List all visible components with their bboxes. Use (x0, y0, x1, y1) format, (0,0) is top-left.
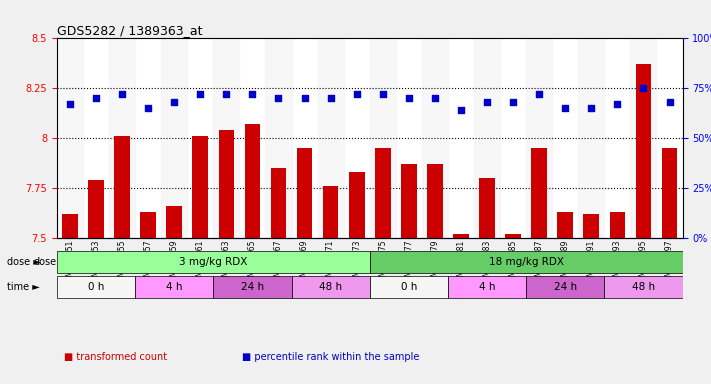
Bar (448, 276, 526, 298)
Bar (114, 136, 130, 238)
Bar (422, 38, 448, 238)
Point (403, 95, 415, 101)
Bar (88, 180, 104, 238)
Bar (375, 148, 390, 238)
Bar (427, 164, 443, 238)
Point (299, 95, 310, 101)
Point (351, 91, 363, 98)
Bar (584, 214, 599, 238)
Bar (109, 38, 135, 238)
Bar (370, 38, 396, 238)
Text: 4 h: 4 h (166, 282, 183, 292)
Bar (213, 38, 240, 238)
Text: 0 h: 0 h (400, 282, 417, 292)
Bar (526, 276, 604, 298)
Point (195, 91, 206, 98)
Bar (218, 130, 234, 238)
Bar (166, 206, 182, 238)
Text: ■ percentile rank within the sample: ■ percentile rank within the sample (242, 352, 419, 362)
Text: GDS5282 / 1389363_at: GDS5282 / 1389363_at (57, 24, 203, 37)
Bar (265, 38, 292, 238)
Bar (662, 148, 678, 238)
Bar (140, 212, 156, 238)
Bar (370, 251, 683, 273)
Point (664, 99, 675, 105)
Point (455, 107, 466, 113)
Text: 24 h: 24 h (554, 282, 577, 292)
Text: dose ►: dose ► (7, 257, 41, 267)
Point (377, 91, 388, 98)
Bar (245, 124, 260, 238)
Point (247, 91, 258, 98)
Bar (604, 276, 683, 298)
Point (64, 101, 75, 108)
Bar (135, 276, 213, 298)
Text: 48 h: 48 h (319, 282, 342, 292)
Bar (474, 38, 500, 238)
Bar (57, 276, 135, 298)
Bar (370, 276, 448, 298)
Bar (213, 276, 292, 298)
Point (142, 105, 154, 111)
Point (273, 95, 284, 101)
Bar (506, 234, 521, 238)
Text: dose: dose (33, 257, 57, 267)
Text: 0 h: 0 h (87, 282, 105, 292)
Text: 4 h: 4 h (479, 282, 496, 292)
Point (169, 99, 180, 105)
Bar (62, 214, 77, 238)
Text: 24 h: 24 h (241, 282, 264, 292)
Text: 18 mg/kg RDX: 18 mg/kg RDX (488, 257, 564, 267)
Point (533, 91, 545, 98)
Bar (296, 148, 312, 238)
Bar (479, 178, 495, 238)
Bar (193, 136, 208, 238)
Bar (292, 276, 370, 298)
Bar (531, 148, 547, 238)
Bar (631, 38, 656, 238)
Point (481, 99, 493, 105)
Bar (323, 186, 338, 238)
Point (325, 95, 336, 101)
Bar (318, 38, 343, 238)
Bar (57, 251, 370, 273)
Bar (526, 38, 552, 238)
Bar (349, 172, 365, 238)
Bar (401, 164, 417, 238)
Point (586, 105, 597, 111)
Bar (557, 212, 573, 238)
Bar (161, 38, 187, 238)
Text: 48 h: 48 h (632, 282, 655, 292)
Bar (578, 38, 604, 238)
Bar (636, 65, 651, 238)
Bar (609, 212, 625, 238)
Point (560, 105, 571, 111)
Point (638, 85, 649, 91)
Text: time ►: time ► (7, 282, 40, 292)
Point (117, 91, 128, 98)
Bar (271, 168, 287, 238)
Point (611, 101, 623, 108)
Text: 3 mg/kg RDX: 3 mg/kg RDX (179, 257, 247, 267)
Point (90, 95, 102, 101)
Point (508, 99, 519, 105)
Point (429, 95, 441, 101)
Bar (453, 234, 469, 238)
Text: ■ transformed count: ■ transformed count (64, 352, 167, 362)
Bar (57, 38, 83, 238)
Point (220, 91, 232, 98)
